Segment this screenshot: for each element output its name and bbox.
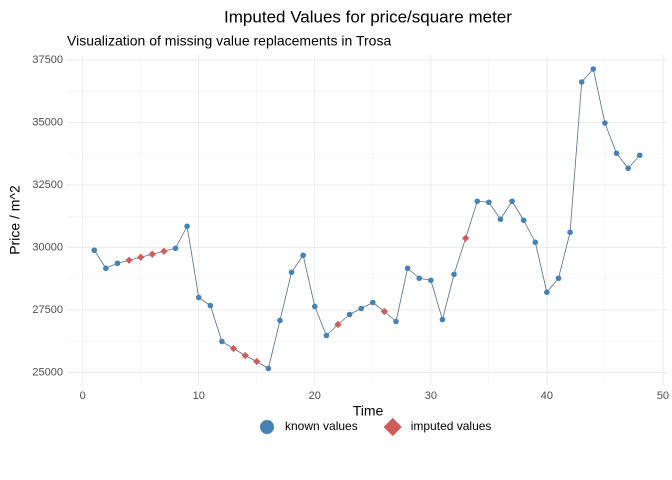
point <box>358 305 364 312</box>
grid <box>67 55 667 385</box>
line-segment <box>592 68 606 124</box>
point <box>520 217 527 224</box>
point <box>184 223 190 230</box>
point <box>509 198 515 205</box>
legend-label: known values <box>285 419 358 433</box>
point <box>148 250 156 258</box>
line-segment <box>175 226 188 249</box>
line-segment <box>395 268 409 322</box>
point <box>103 265 109 272</box>
chart-subtitle: Visualization of missing value replaceme… <box>67 33 391 49</box>
point <box>160 247 168 255</box>
line-segment <box>267 320 281 369</box>
point <box>195 294 202 301</box>
line-segment <box>442 274 455 320</box>
legend-symbol <box>260 420 274 434</box>
line-segment <box>581 68 594 83</box>
point <box>253 357 261 366</box>
point <box>544 289 550 296</box>
point <box>288 269 295 276</box>
legend: known values imputed values <box>260 417 492 437</box>
point <box>265 365 272 372</box>
point <box>346 311 353 318</box>
point <box>172 245 179 252</box>
point <box>613 150 620 157</box>
x-tick-label: 50 <box>657 390 669 402</box>
line-segment <box>209 305 223 342</box>
point <box>497 216 504 223</box>
point <box>114 260 121 267</box>
point <box>404 265 411 272</box>
x-tick-label: 0 <box>80 390 86 402</box>
line-segment <box>500 201 513 220</box>
y-tick-label: 35000 <box>32 116 63 128</box>
line-segment <box>534 242 548 293</box>
point <box>486 199 492 206</box>
point <box>636 152 643 159</box>
line-segment <box>523 220 536 243</box>
line-segment <box>511 201 525 221</box>
point <box>428 277 434 284</box>
chart-title: Imputed Values for price/square meter <box>224 7 512 26</box>
line-segment <box>616 153 629 169</box>
y-tick-label: 25000 <box>32 366 63 378</box>
point <box>439 316 446 323</box>
y-tick-label: 37500 <box>32 54 63 66</box>
point <box>578 79 585 85</box>
point <box>219 338 225 345</box>
line-segment <box>93 250 107 269</box>
point <box>125 256 133 264</box>
x-tick-label: 30 <box>425 390 437 402</box>
point <box>311 303 318 310</box>
point <box>474 198 481 205</box>
point <box>300 252 306 259</box>
point <box>451 271 457 278</box>
y-axis-label: Price / m^2 <box>7 185 23 255</box>
y-tick-label: 30000 <box>32 241 63 253</box>
point <box>334 320 342 329</box>
line-segment <box>291 255 304 273</box>
line-segment <box>604 122 617 154</box>
point <box>370 299 376 306</box>
line-segment <box>465 201 478 239</box>
line-segment <box>627 154 641 169</box>
point <box>137 253 145 261</box>
line-segment <box>314 306 327 336</box>
line-segment <box>546 277 559 293</box>
point <box>462 234 470 242</box>
line-segment <box>186 226 200 298</box>
y-tick-label: 32500 <box>32 179 63 191</box>
point <box>532 239 539 246</box>
point <box>277 317 283 324</box>
point <box>323 332 330 339</box>
line-segment <box>279 272 292 321</box>
point <box>207 302 214 309</box>
point <box>91 247 98 254</box>
point <box>393 318 399 325</box>
line-segment <box>430 280 443 320</box>
point <box>229 344 238 353</box>
line-segment <box>302 255 316 307</box>
legend-symbol <box>383 417 402 437</box>
point <box>602 120 608 126</box>
line-segment <box>558 232 571 279</box>
x-axis-label: Time <box>353 403 384 419</box>
line-segment <box>453 238 467 275</box>
y-tick-label: 27500 <box>32 304 63 316</box>
legend-label: imputed values <box>411 419 492 433</box>
point <box>241 351 249 360</box>
x-tick-label: 20 <box>309 390 321 402</box>
x-tick-label: 10 <box>193 390 205 402</box>
line-segment <box>569 81 583 233</box>
x-tick-label: 40 <box>541 390 553 402</box>
point <box>590 66 597 72</box>
point <box>380 307 389 316</box>
point <box>625 165 631 172</box>
line-segment <box>488 202 501 220</box>
plot-area <box>91 66 643 372</box>
point <box>416 275 423 282</box>
point <box>567 229 573 236</box>
point <box>555 275 562 282</box>
